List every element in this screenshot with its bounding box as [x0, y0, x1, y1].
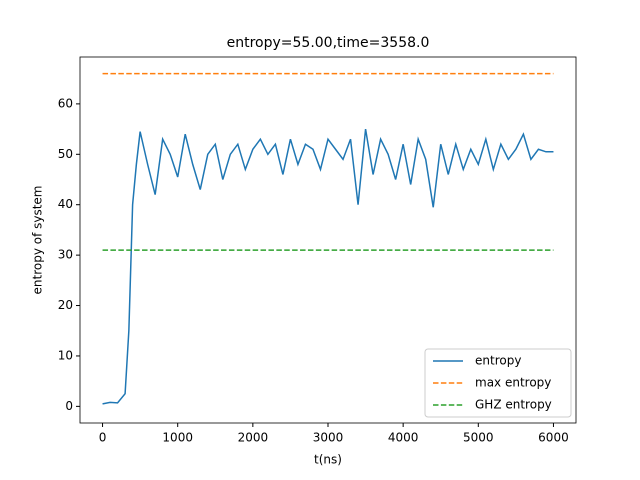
y-tick-label: 50 — [58, 147, 73, 161]
x-tick-label: 4000 — [388, 431, 419, 445]
series-line — [102, 128, 554, 405]
x-tick-label: 2000 — [238, 431, 269, 445]
legend-label: GHZ entropy — [475, 398, 552, 412]
y-tick-label: 60 — [58, 96, 73, 110]
x-tick-label: 0 — [99, 431, 107, 445]
x-tick-label: 1000 — [162, 431, 193, 445]
plot-frame — [79, 56, 577, 424]
x-tick-label: 6000 — [538, 431, 569, 445]
y-tick-label: 40 — [58, 197, 73, 211]
y-tick-label: 10 — [58, 348, 73, 362]
y-axis-label: entropy of system — [31, 185, 45, 294]
x-axis-label: t(ns) — [314, 453, 342, 467]
y-tick-label: 30 — [58, 248, 73, 262]
legend-label: max entropy — [475, 376, 551, 390]
y-tick-label: 20 — [58, 298, 73, 312]
x-tick-label: 3000 — [313, 431, 344, 445]
x-tick-label: 5000 — [463, 431, 494, 445]
chart-title: entropy=55.00,time=3558.0 — [227, 35, 430, 51]
y-tick-label: 0 — [65, 399, 73, 413]
legend-box — [424, 348, 572, 418]
legend-label: entropy — [475, 354, 521, 368]
